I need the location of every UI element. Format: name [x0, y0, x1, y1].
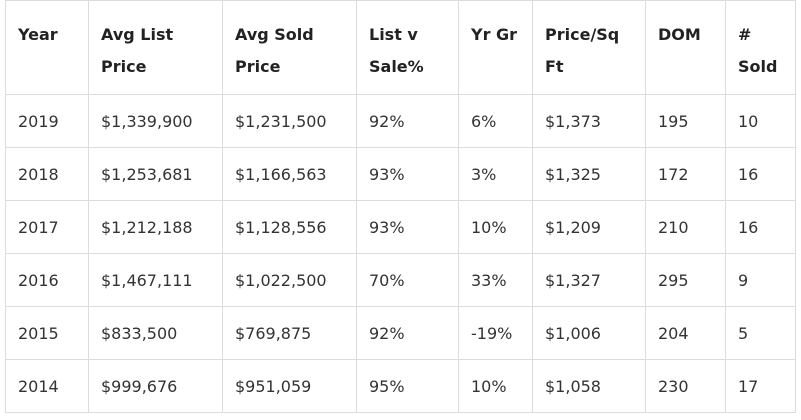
table-cell: 92% [356, 306, 459, 360]
table-cell: 172 [645, 147, 726, 201]
table-cell: 195 [645, 94, 726, 148]
table-cell: 6% [458, 94, 533, 148]
table-cell: 10% [458, 200, 533, 254]
header-cell: Year [5, 0, 89, 95]
table-cell: 2017 [5, 200, 89, 254]
table-cell: $1,339,900 [88, 94, 223, 148]
header-cell: Yr Gr [458, 0, 533, 95]
header-cell: DOM [645, 0, 726, 95]
table-cell: 210 [645, 200, 726, 254]
table-cell: -19% [458, 306, 533, 360]
header-cell: Avg Sold Price [222, 0, 357, 95]
table-cell: $1,253,681 [88, 147, 223, 201]
header-cell: Price/Sq Ft [532, 0, 646, 95]
table-cell: 3% [458, 147, 533, 201]
table-cell: 92% [356, 94, 459, 148]
table-cell: $951,059 [222, 359, 357, 413]
data-table: Year Avg List Price Avg Sold Price List v S… [5, 0, 796, 413]
table-cell: $1,128,556 [222, 200, 357, 254]
table-cell: $1,327 [532, 253, 646, 307]
table-row: 2018 $1,253,681 $1,166,563 93% 3% $1,325 172 16 [5, 147, 796, 201]
table-cell: $769,875 [222, 306, 357, 360]
table-cell: $1,467,111 [88, 253, 223, 307]
table-cell: 70% [356, 253, 459, 307]
table-cell: $1,166,563 [222, 147, 357, 201]
table-cell: 16 [725, 200, 796, 254]
table-cell: 17 [725, 359, 796, 413]
table-cell: 295 [645, 253, 726, 307]
table-row: 2014 $999,676 $951,059 95% 10% $1,058 230 17 [5, 359, 796, 413]
table-cell: 2015 [5, 306, 89, 360]
table-cell: $1,022,500 [222, 253, 357, 307]
table-cell: 9 [725, 253, 796, 307]
table-cell: 93% [356, 147, 459, 201]
header-cell: Avg List Price [88, 0, 223, 95]
table-cell: $1,209 [532, 200, 646, 254]
table-row: 2016 $1,467,111 $1,022,500 70% 33% $1,327 295 9 [5, 253, 796, 307]
table-cell: 95% [356, 359, 459, 413]
table-cell: 16 [725, 147, 796, 201]
table-cell: $999,676 [88, 359, 223, 413]
table-cell: 2016 [5, 253, 89, 307]
table-cell: 10% [458, 359, 533, 413]
header-text: Avg List Price [101, 25, 174, 76]
header-text: DOM [658, 25, 701, 44]
table-cell: $1,325 [532, 147, 646, 201]
table-row: 2017 $1,212,188 $1,128,556 93% 10% $1,209 210 1… [5, 200, 796, 254]
header-cell: List v Sale% [356, 0, 459, 95]
table-cell: 10 [725, 94, 796, 148]
table-cell: $1,373 [532, 94, 646, 148]
table-cell: 33% [458, 253, 533, 307]
table-row: 2015 $833,500 $769,875 92% -19% $1,006 204 5 [5, 306, 796, 360]
header-text: Avg Sold Price [235, 25, 314, 76]
header-text: Price/Sq Ft [545, 25, 620, 76]
table-cell: 2018 [5, 147, 89, 201]
table-body: 2019 $1,339,900 $1,231,500 92% 6% $1,373 195 10… [5, 94, 796, 413]
table-cell: $1,212,188 [88, 200, 223, 254]
table-cell: $1,006 [532, 306, 646, 360]
header-row: Year Avg List Price Avg Sold Price List v S… [5, 0, 796, 95]
table-cell: 2014 [5, 359, 89, 413]
table-cell: 93% [356, 200, 459, 254]
table-cell: 2019 [5, 94, 89, 148]
header-text: # Sold [738, 25, 778, 76]
header-text: Year [18, 25, 58, 44]
table-row: 2019 $1,339,900 $1,231,500 92% 6% $1,373 195 10 [5, 94, 796, 148]
header-text: Yr Gr [471, 25, 518, 44]
header-cell: # Sold [725, 0, 796, 95]
table-cell: 204 [645, 306, 726, 360]
table-cell: 230 [645, 359, 726, 413]
table-cell: $833,500 [88, 306, 223, 360]
table-cell: $1,231,500 [222, 94, 357, 148]
table-cell: 5 [725, 306, 796, 360]
table-cell: $1,058 [532, 359, 646, 413]
header-text: List v Sale% [369, 25, 424, 76]
